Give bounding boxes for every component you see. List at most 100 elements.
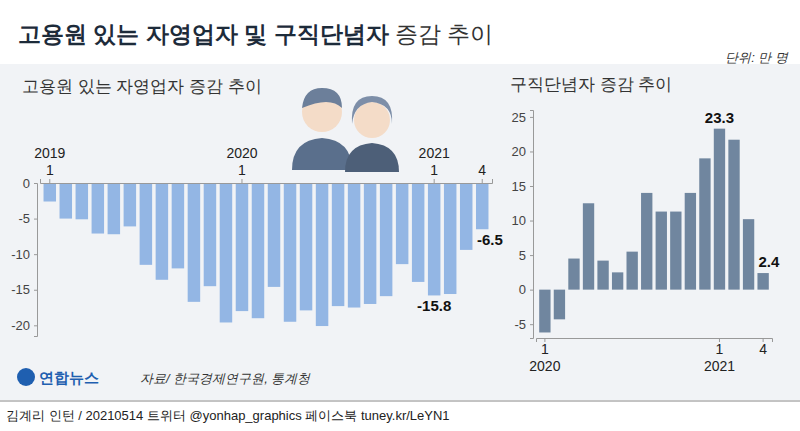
y-tick-label: 10	[512, 213, 526, 228]
bar	[714, 129, 725, 290]
x-tick: 20201	[226, 145, 257, 183]
y-tick: -20	[11, 318, 37, 333]
bar	[757, 273, 768, 290]
x-axis: 20191 20201 20211 4	[34, 145, 492, 184]
y-tick: 10	[512, 213, 533, 228]
source: 자료/ 한국경제연구원, 통계청	[140, 371, 311, 386]
bar	[728, 140, 739, 290]
bar	[332, 183, 344, 306]
bar	[670, 212, 681, 290]
x-axis-line	[41, 179, 493, 184]
bar	[612, 272, 623, 289]
bar	[597, 261, 608, 290]
x-tick: 4	[759, 338, 767, 357]
y-tick-mark	[34, 219, 37, 220]
y-tick-label: -5	[514, 317, 526, 332]
icon-body	[292, 138, 352, 170]
y-tick-mark	[34, 254, 37, 255]
bar	[92, 183, 104, 234]
x-tick-mark	[482, 179, 483, 183]
credit: 김계리 인턴 / 20210514 트위터 @yonhap_graphics 페…	[6, 408, 450, 423]
footer-line	[0, 401, 800, 402]
bars	[539, 129, 769, 333]
annotation: -15.8	[417, 297, 451, 314]
y-axis-line	[34, 184, 38, 337]
people-icon	[292, 88, 399, 172]
bar	[627, 252, 638, 290]
x-tick-label: 20191	[34, 145, 65, 178]
y-tick-label: -15	[11, 282, 30, 297]
bar	[380, 183, 392, 296]
y-tick-mark	[530, 221, 533, 222]
logo-mark	[17, 368, 35, 386]
y-tick: 20	[512, 144, 533, 159]
y-tick: -10	[11, 247, 37, 262]
y-tick-label: 5	[519, 248, 526, 263]
x-tick-label: 4	[478, 162, 486, 178]
bar	[300, 183, 312, 310]
bar	[699, 158, 710, 289]
bar	[44, 183, 56, 202]
y-tick: 15	[512, 179, 533, 194]
bar	[539, 290, 550, 333]
x-tick-label: 20201	[226, 145, 257, 178]
annotation: 23.3	[705, 109, 734, 126]
y-tick-label: 15	[512, 179, 526, 194]
bar	[476, 183, 488, 229]
y-tick-label: 25	[512, 110, 526, 125]
icon-head	[354, 102, 390, 138]
y-tick-label: -20	[11, 318, 30, 333]
bar	[60, 183, 72, 219]
chart-panel: 고용원 있는 자영업자 증감 추이-20-15-10-5020191202012…	[11, 77, 503, 337]
y-tick: -15	[11, 282, 37, 297]
bar	[568, 259, 579, 290]
bar	[252, 183, 264, 318]
bar	[348, 183, 360, 308]
bar	[656, 212, 667, 290]
chart-page: 고용원 있는 자영업자 및 구직단념자 증감 추이단위: 만 명고용원 있는 자…	[0, 0, 800, 431]
bars	[44, 183, 489, 326]
bar	[76, 183, 88, 219]
y-tick: 25	[512, 110, 533, 125]
unit: 단위: 만 명	[725, 50, 789, 65]
y-tick: -5	[514, 317, 533, 332]
y-tick: -5	[18, 211, 37, 226]
icon-body	[345, 143, 399, 172]
x-tick: 12020	[529, 338, 560, 374]
bar	[220, 183, 232, 322]
y-tick-mark	[530, 186, 533, 187]
y-tick-label: 0	[23, 176, 30, 191]
bar	[316, 183, 328, 326]
bar	[364, 183, 376, 304]
y-tick-mark	[34, 325, 37, 326]
x-tick: 20191	[34, 145, 65, 183]
y-tick-label: -10	[11, 247, 30, 262]
y-tick-label: 20	[512, 144, 526, 159]
x-axis: 12020 12021 4	[529, 338, 772, 374]
panel-background	[0, 64, 800, 400]
bar	[188, 183, 200, 302]
annotation: -6.5	[477, 231, 503, 248]
x-tick-label: 4	[759, 341, 767, 357]
y-tick-mark	[530, 255, 533, 256]
y-tick-mark	[530, 117, 533, 118]
bar	[284, 183, 296, 322]
annotation: 2.4	[758, 253, 780, 270]
title: 고용원 있는 자영업자 및 구직단념자 증감 추이	[18, 21, 493, 47]
y-axis: -20 -15 -10 -5 0	[11, 176, 37, 337]
y-tick-label: 0	[519, 282, 526, 297]
x-tick-mark	[241, 179, 242, 183]
y-tick-label: -5	[18, 211, 30, 226]
x-tick: 12021	[704, 338, 735, 374]
y-axis: -5 0 5 10 15 20 25	[512, 110, 534, 339]
icon-hair	[352, 96, 392, 124]
bar	[444, 183, 456, 294]
x-tick: 20211	[419, 145, 450, 183]
panel-title: 구직단념자 증감 추이	[510, 75, 672, 94]
bar	[396, 183, 408, 264]
y-tick-mark	[530, 324, 533, 325]
bar	[428, 183, 440, 295]
background	[0, 0, 800, 431]
y-axis-line	[530, 111, 534, 339]
chart-panel: 구직단념자 증감 추이 -5 0 5 10 15 20 25 12020 12021 4 23.3 2.…	[510, 75, 780, 374]
